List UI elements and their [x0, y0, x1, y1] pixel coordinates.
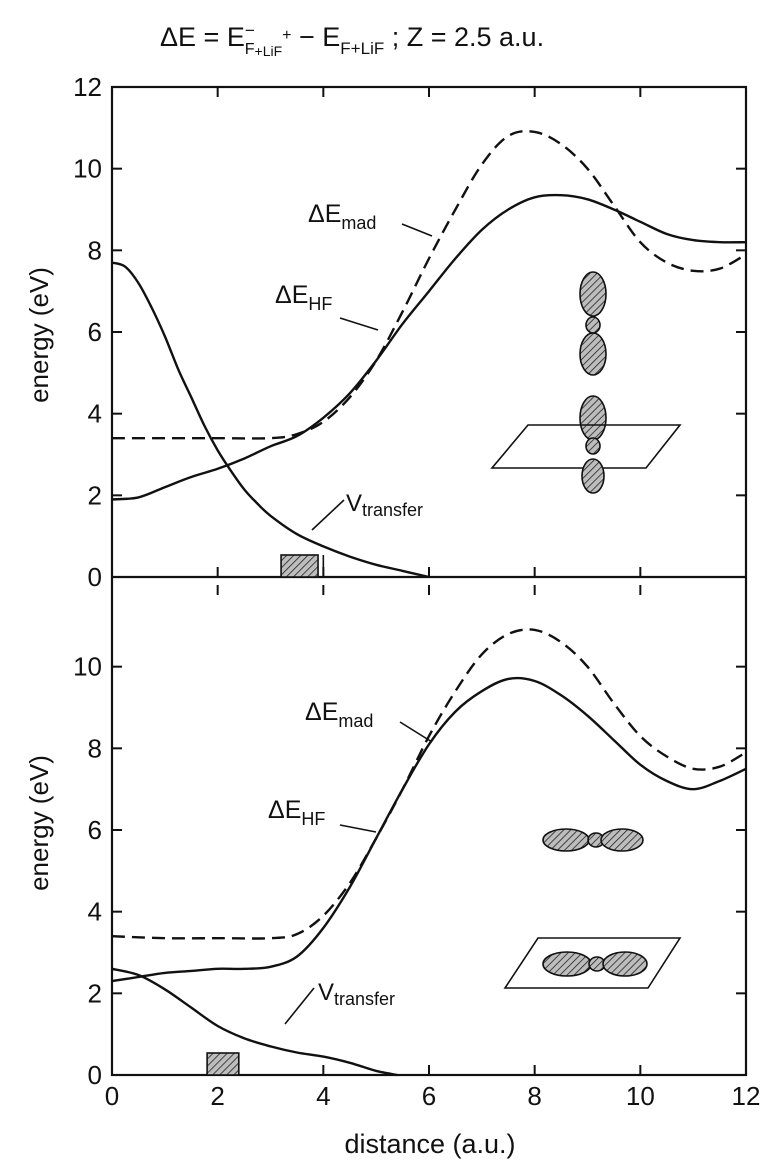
annotation-hf-top: ΔEHF	[275, 281, 379, 331]
y-tick-label: 4	[88, 399, 102, 429]
orbital-horizontal-icon	[542, 828, 644, 852]
y-tick-label: 2	[88, 480, 102, 510]
svg-text:ΔEmad: ΔEmad	[305, 698, 373, 731]
y-tick-label: 12	[73, 72, 102, 102]
x-axis-label: distance (a.u.)	[344, 1129, 515, 1159]
y-axis-label-top: energy (eV)	[24, 267, 54, 403]
y-tick-label: 8	[88, 733, 102, 763]
series-vtransfer-top	[111, 261, 430, 579]
x-tick-label: 8	[527, 1081, 541, 1111]
chart-title: ΔE = E− F+LiF+ − EF+LiF ; Z = 2.5 a.u.	[160, 21, 544, 59]
ticks-layer: 0 2 4 6 8 10 12 0 2 4 6 8 10 0 2 4 6 8 10 12	[73, 72, 760, 1111]
annotation-mad-bottom: ΔEmad	[305, 698, 433, 743]
series-ehf-top	[111, 193, 747, 501]
annotation-vtransfer-top: Vtransfer	[311, 490, 423, 531]
x-tick-label: 10	[626, 1081, 655, 1111]
x-tick-label: 12	[732, 1081, 761, 1111]
x-tick-label: 4	[316, 1081, 330, 1111]
series-layer	[111, 130, 747, 1077]
y-tick-label: 6	[88, 317, 102, 347]
orbital-horizontal-in-plane-icon	[503, 937, 682, 989]
y-tick-label: 2	[88, 978, 102, 1008]
y-tick-label: 8	[88, 235, 102, 265]
annotation-vtransfer-bottom: Vtransfer	[284, 979, 395, 1025]
hatched-marker-top	[280, 554, 319, 578]
series-ehf-bottom	[111, 676, 747, 983]
annotation-mad-top: ΔEmad	[308, 200, 433, 237]
y-tick-label: 4	[88, 897, 102, 927]
y-axis-label-bottom: energy (eV)	[24, 755, 54, 891]
x-tick-label: 2	[210, 1081, 224, 1111]
svg-text:Vtransfer: Vtransfer	[346, 490, 423, 520]
svg-text:ΔEmad: ΔEmad	[308, 200, 376, 233]
y-tick-label: 6	[88, 815, 102, 845]
x-tick-label: 6	[422, 1081, 436, 1111]
series-emad-bottom	[111, 628, 747, 940]
orbital-vertical-in-plane-icon	[490, 395, 682, 494]
orbital-vertical-icon	[579, 271, 607, 376]
y-tick-label: 0	[88, 562, 102, 592]
svg-text:ΔEHF: ΔEHF	[275, 281, 332, 314]
series-vtransfer-bottom	[111, 967, 398, 1077]
y-tick-label: 10	[73, 652, 102, 682]
x-tick-label: 0	[105, 1081, 119, 1111]
svg-text:Vtransfer: Vtransfer	[318, 979, 395, 1009]
y-tick-label: 10	[73, 154, 102, 184]
annotation-hf-bottom: ΔEHF	[268, 796, 377, 833]
svg-text:ΔEHF: ΔEHF	[268, 796, 325, 829]
y-tick-label: 0	[88, 1060, 102, 1090]
series-emad-top	[112, 130, 747, 440]
hatched-marker-bottom	[206, 1052, 240, 1076]
